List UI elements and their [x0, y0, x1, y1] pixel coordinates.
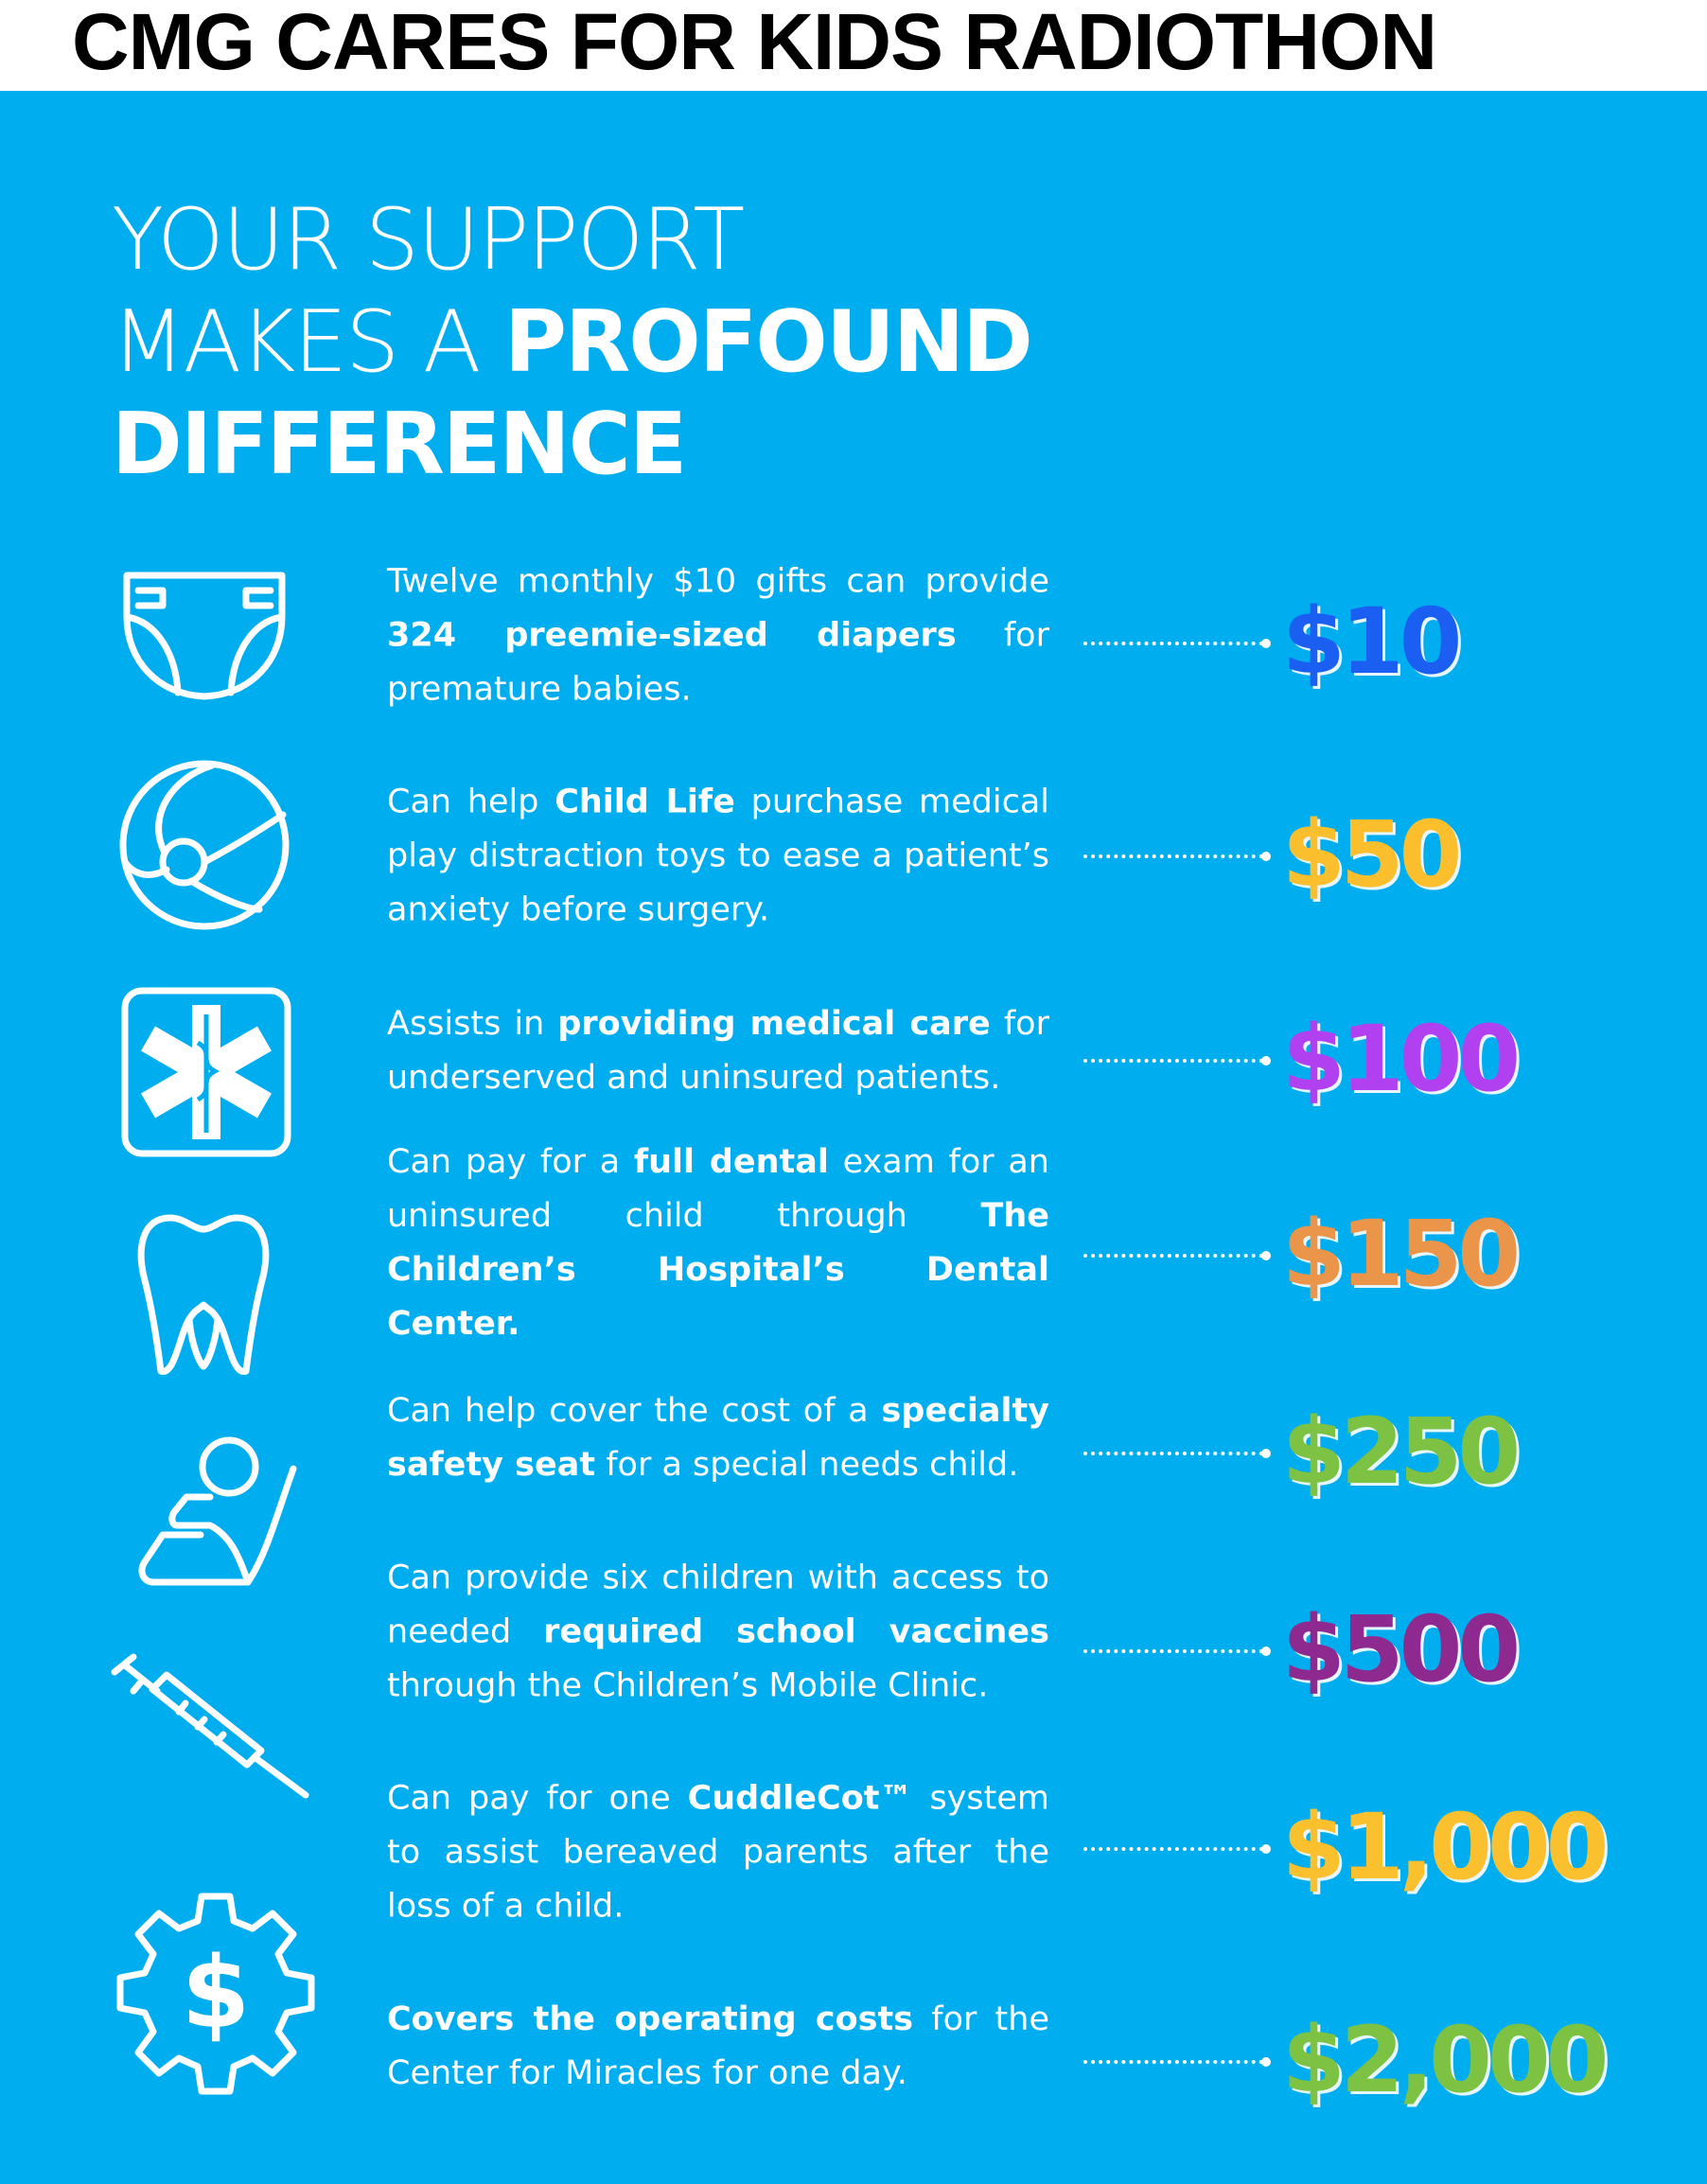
donation-amount: $100 — [1282, 1005, 1521, 1112]
headline-line-2-bold: PROFOUND — [504, 292, 1033, 392]
description-text: Can pay for one — [387, 1779, 688, 1818]
headline-line-2-light: MAKES A — [112, 292, 505, 392]
dotted-leader — [1083, 852, 1271, 861]
description-emphasis: 324 preemie-sized diapers — [387, 616, 957, 655]
description-emphasis: providing medical care — [557, 1005, 991, 1043]
description-text: Can provide six children with access to … — [387, 1559, 1049, 1651]
dotted-leader — [1083, 639, 1271, 648]
ball-icon — [117, 758, 291, 932]
donation-amount: $1,000 — [1282, 1793, 1609, 1900]
donation-description: Can help Child Life purchase medical pla… — [387, 776, 1049, 938]
dotted-leader — [1083, 1056, 1271, 1066]
headline-line-1: YOUR SUPPORT — [112, 190, 745, 290]
description-text: Can help — [387, 783, 555, 821]
description-text: Can pay for a — [387, 1143, 634, 1181]
description-emphasis: specialty safety seat — [387, 1392, 1049, 1484]
donation-amount: $10 — [1282, 588, 1462, 695]
description-text: Can help cover the cost of a — [387, 1392, 882, 1430]
donation-description: Can help cover the cost of a specialty s… — [387, 1384, 1049, 1492]
headline-line-3-bold: DIFFERENCE — [112, 395, 687, 494]
medical-star-icon — [120, 986, 292, 1158]
description-emphasis: The Children’s Hospital’s Dental Center. — [387, 1197, 1049, 1343]
description-emphasis: required school vaccines — [543, 1612, 1050, 1651]
description-emphasis: CuddleCot™ — [687, 1779, 913, 1818]
syringe-icon — [105, 1651, 313, 1803]
description-text: for a special needs child. — [595, 1446, 1019, 1484]
description-emphasis: Covers the operating costs — [387, 2000, 914, 2038]
dollar-gear-icon: $ — [111, 1889, 321, 2099]
donation-description: Can pay for one CuddleCot™ system to ass… — [387, 1772, 1049, 1934]
donation-amount: $50 — [1282, 801, 1462, 907]
donation-amount: $150 — [1282, 1200, 1521, 1307]
headline-line-2: MAKES A PROFOUND — [112, 291, 1033, 394]
donation-description: Assists in providing medical care for un… — [387, 997, 1049, 1105]
tooth-icon — [132, 1210, 274, 1381]
description-text: Twelve monthly $10 gifts can provide — [387, 562, 1049, 601]
description-text: for underserved and uninsured patients. — [387, 1005, 1049, 1097]
header-band: CMG CARES FOR KIDS RADIOTHON — [0, 0, 1707, 91]
headline: YOUR SUPPORT MAKES A PROFOUND DIFFERENCE — [112, 189, 1033, 496]
headline-line-3: DIFFERENCE — [112, 394, 1031, 496]
dotted-leader — [1083, 1844, 1271, 1854]
safety-seat-icon — [134, 1431, 305, 1592]
description-emphasis: full dental — [633, 1143, 829, 1181]
description-text: Assists in — [387, 1005, 558, 1043]
description-text: exam for an uninsured child through — [387, 1143, 1049, 1235]
description-text: purchase medical play distraction toys t… — [387, 783, 1049, 929]
donation-description: Covers the operating costs for the Cente… — [387, 1993, 1049, 2101]
dotted-leader — [1083, 2057, 1271, 2067]
dotted-leader — [1083, 1449, 1271, 1458]
svg-text:$: $ — [182, 1935, 250, 2051]
donation-amount: $250 — [1282, 1398, 1521, 1505]
description-emphasis: Child Life — [554, 783, 735, 821]
donation-amount: $500 — [1282, 1595, 1521, 1702]
description-text: through the Children’s Mobile Clinic. — [387, 1666, 989, 1705]
dotted-leader — [1083, 1647, 1271, 1656]
donation-description: Can provide six children with access to … — [387, 1552, 1049, 1714]
description-text: for the Center for Miracles for one day. — [387, 2000, 1049, 2092]
page-title: CMG CARES FOR KIDS RADIOTHON — [72, 0, 1437, 86]
donation-description: Twelve monthly $10 gifts can provide 324… — [387, 555, 1049, 717]
donation-description: Can pay for a full dental exam for an un… — [387, 1136, 1049, 1351]
description-text: system to assist bereaved parents after … — [387, 1779, 1049, 1926]
description-text: for premature babies. — [387, 616, 1049, 709]
dotted-leader — [1083, 1251, 1271, 1260]
diaper-icon — [119, 570, 290, 702]
donation-amount: $2,000 — [1282, 2006, 1609, 2113]
